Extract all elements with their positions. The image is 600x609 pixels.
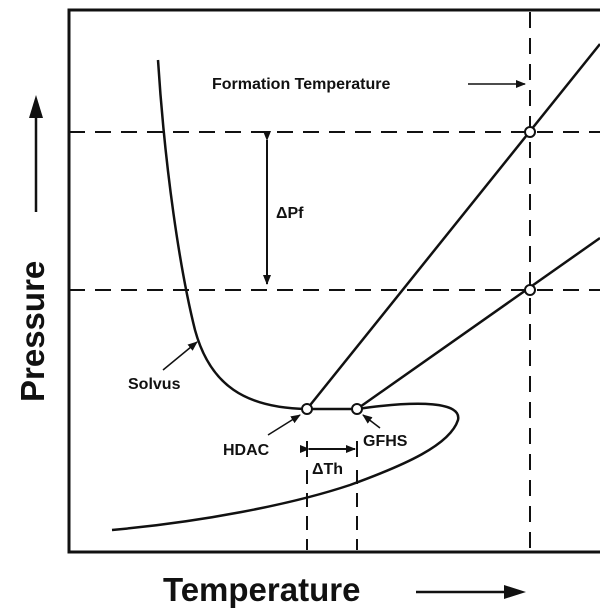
hdac-isochore-line — [307, 44, 600, 409]
hdac-point — [302, 404, 312, 414]
gfhs-isochore-line — [357, 238, 600, 409]
y-axis-title: Pressure — [14, 261, 51, 402]
hdac-arrow — [268, 415, 300, 435]
hdac-label: HDAC — [223, 442, 270, 459]
lower-formation-point — [525, 285, 535, 295]
lower-loop-curve — [112, 404, 458, 530]
gfhs-point — [352, 404, 362, 414]
upper-formation-point — [525, 127, 535, 137]
formation-temperature-label: Formation Temperature — [212, 76, 391, 93]
x-axis-arrowhead — [504, 585, 526, 599]
gfhs-label: GFHS — [363, 433, 408, 450]
solvus-label: Solvus — [128, 376, 181, 393]
gfhs-arrow — [363, 415, 380, 428]
y-axis-arrowhead — [29, 95, 43, 118]
solvus-curve — [158, 60, 357, 409]
x-axis-title: Temperature — [163, 571, 360, 608]
delta-th-label: ΔTh — [312, 461, 343, 478]
solvus-arrow — [163, 342, 197, 370]
delta-pf-label: ΔPf — [276, 205, 304, 222]
